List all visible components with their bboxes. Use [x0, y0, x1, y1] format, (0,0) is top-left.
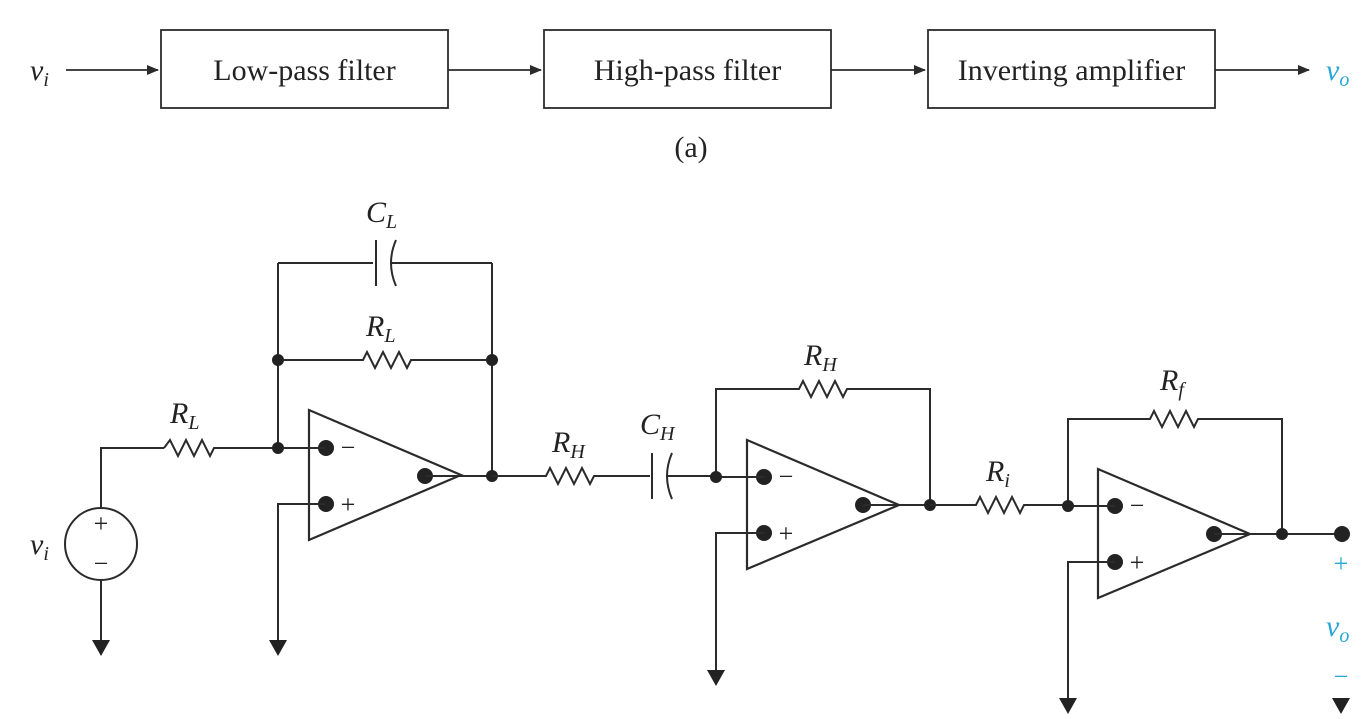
ground-icon — [1332, 698, 1350, 714]
opamp-1: − + — [269, 410, 492, 656]
opamp-1-minus: − — [341, 433, 356, 462]
input-label-a: vi — [30, 54, 49, 91]
opamp-2: − + RH — [707, 339, 936, 686]
source-minus: − — [94, 549, 109, 578]
source-label: vi — [30, 528, 49, 565]
output-label-a: vo — [1326, 54, 1349, 91]
ground-icon — [1059, 698, 1077, 714]
opamp-3-minus: − — [1130, 491, 1145, 520]
opamp-2-minus: − — [779, 462, 794, 491]
block-inverting-amp-label: Inverting amplifier — [958, 54, 1185, 87]
ch-label: CH — [640, 408, 676, 445]
lowpass-feedback: RL CL — [272, 196, 498, 482]
block-diagram: vi Low-pass filter High-pass filter Inve… — [30, 30, 1349, 164]
wire-source-top — [101, 448, 164, 508]
resistor-rh-series — [492, 468, 650, 484]
rl-input-label: RL — [169, 397, 199, 434]
resistor-ri: Ri — [930, 455, 1068, 513]
output-minus: − — [1334, 662, 1349, 691]
rl-feedback-label: RL — [365, 310, 395, 347]
output-plus: + — [1334, 549, 1349, 578]
rh-series-label: RH — [551, 426, 586, 463]
opamp-3: − + Rf — [1059, 364, 1342, 714]
opamp-3-plus: + — [1130, 548, 1145, 577]
ground-icon — [92, 640, 110, 656]
circuit: + − vi RL − + — [30, 196, 1350, 714]
voltage-source: + − vi — [30, 448, 164, 656]
ri-label: Ri — [985, 455, 1010, 492]
block-low-pass-label: Low-pass filter — [213, 54, 395, 87]
highpass-input: RH CH — [492, 408, 716, 499]
opamp-2-plus: + — [779, 519, 794, 548]
resistor-rl-input: RL — [164, 397, 278, 456]
output-label-b: vo — [1326, 610, 1349, 647]
opamp-1-plus: + — [341, 490, 356, 519]
rh-feedback-label: RH — [803, 339, 838, 376]
source-plus: + — [94, 509, 109, 538]
ground-icon — [269, 640, 287, 656]
caption-a: (a) — [674, 131, 707, 164]
block-high-pass-label: High-pass filter — [594, 54, 781, 87]
output-terminal: + vo − — [1326, 526, 1350, 714]
cl-label: CL — [366, 196, 397, 233]
ground-icon — [707, 670, 725, 686]
resistor-rl-feedback — [278, 352, 492, 368]
rf-label: Rf — [1159, 364, 1186, 401]
